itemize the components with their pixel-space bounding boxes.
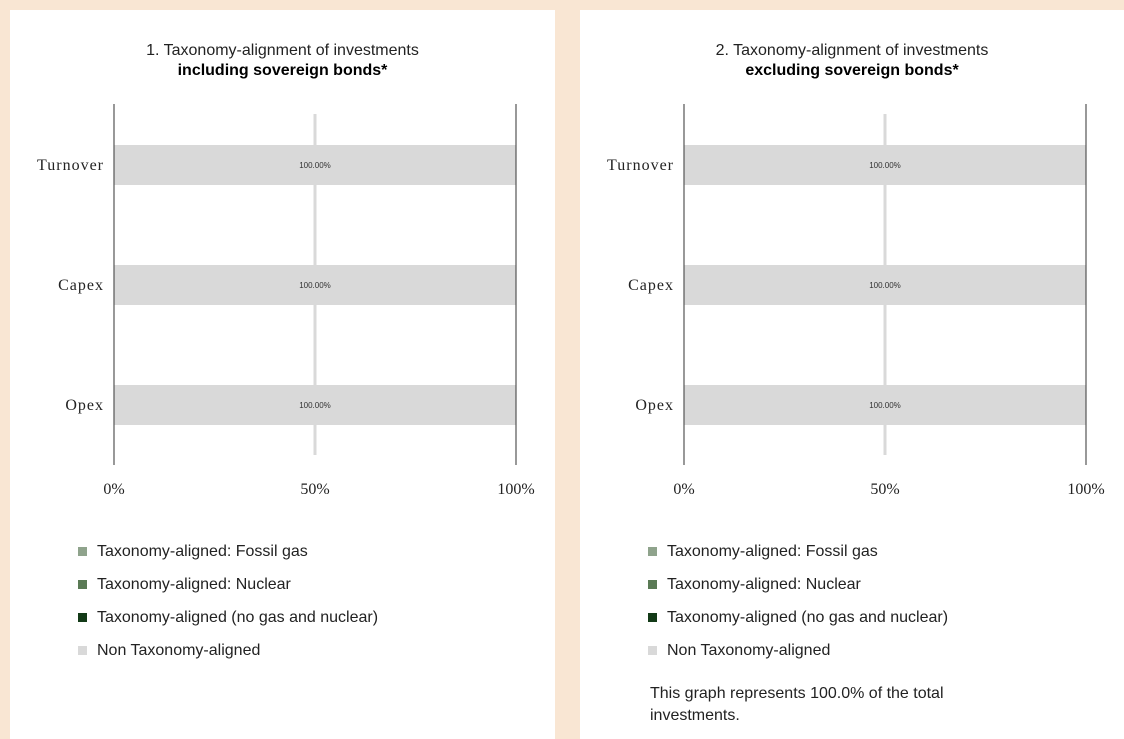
legend-label: Taxonomy-aligned: Fossil gas bbox=[667, 542, 878, 560]
chart-title: 2. Taxonomy-alignment of investments bbox=[715, 42, 989, 59]
legend-swatch-nuclear bbox=[78, 580, 87, 589]
bar-chart-2: 100.00% Turnover 100.00% Capex 100.00% Opex 0%… bbox=[607, 104, 1105, 498]
x-tick-label: 0% bbox=[103, 481, 124, 498]
category-label: Turnover bbox=[37, 157, 104, 174]
x-tick-label: 100% bbox=[497, 481, 534, 498]
legend-label: Taxonomy-aligned: Nuclear bbox=[667, 575, 861, 593]
legend: Taxonomy-aligned: Fossil gas Taxonomy-al… bbox=[78, 535, 378, 667]
legend-label: Taxonomy-aligned (no gas and nuclear) bbox=[667, 608, 949, 626]
data-label: 100.00% bbox=[869, 281, 901, 290]
x-tick-label: 0% bbox=[673, 481, 694, 498]
legend-swatch-non-aligned bbox=[648, 646, 657, 655]
chart-subtitle: including sovereign bonds* bbox=[177, 62, 388, 79]
legend-swatch-non-aligned bbox=[78, 646, 87, 655]
bar-chart-1: 100.00% Turnover 100.00% Capex 100.00% Opex 0%… bbox=[37, 104, 535, 498]
chart-subtitle: excluding sovereign bonds* bbox=[745, 62, 959, 79]
data-label: 100.00% bbox=[299, 161, 331, 170]
x-tick-label: 50% bbox=[300, 481, 329, 498]
legend-item: Non Taxonomy-aligned bbox=[648, 634, 948, 667]
chart-panel-2: 2. Taxonomy-alignment of investments exc… bbox=[580, 10, 1124, 739]
bar-turnover-series-3 bbox=[684, 145, 1086, 185]
legend-item: Taxonomy-aligned (no gas and nuclear) bbox=[78, 601, 378, 634]
x-tick-label: 100% bbox=[1067, 481, 1104, 498]
bar-opex-series-3 bbox=[684, 385, 1086, 425]
legend-swatch-nuclear bbox=[648, 580, 657, 589]
bar-capex-series-3 bbox=[684, 265, 1086, 305]
category-label: Capex bbox=[628, 277, 674, 294]
data-label: 100.00% bbox=[299, 281, 331, 290]
legend-label: Non Taxonomy-aligned bbox=[97, 641, 261, 659]
x-tick-label: 50% bbox=[870, 481, 899, 498]
legend-swatch-fossil-gas bbox=[648, 547, 657, 556]
category-label: Opex bbox=[635, 397, 674, 414]
legend-item: Taxonomy-aligned: Fossil gas bbox=[78, 535, 378, 568]
legend-swatch-aligned bbox=[78, 613, 87, 622]
category-label: Turnover bbox=[607, 157, 674, 174]
category-label: Opex bbox=[65, 397, 104, 414]
bar-opex-series-3 bbox=[114, 385, 516, 425]
legend-label: Non Taxonomy-aligned bbox=[667, 641, 831, 659]
legend-item: Non Taxonomy-aligned bbox=[78, 634, 378, 667]
legend-swatch-aligned bbox=[648, 613, 657, 622]
chart-title: 1. Taxonomy-alignment of investments bbox=[146, 42, 419, 59]
legend-item: Taxonomy-aligned: Nuclear bbox=[78, 568, 378, 601]
legend-item: Taxonomy-aligned (no gas and nuclear) bbox=[648, 601, 948, 634]
data-label: 100.00% bbox=[869, 401, 901, 410]
bar-turnover-series-3 bbox=[114, 145, 516, 185]
bar-capex-series-3 bbox=[114, 265, 516, 305]
coverage-note: This graph represents 100.0% of the tota… bbox=[650, 685, 944, 724]
data-label: 100.00% bbox=[869, 161, 901, 170]
legend-label: Taxonomy-aligned: Nuclear bbox=[97, 575, 291, 593]
legend-item: Taxonomy-aligned: Nuclear bbox=[648, 568, 948, 601]
category-label: Capex bbox=[58, 277, 104, 294]
legend-label: Taxonomy-aligned: Fossil gas bbox=[97, 542, 308, 560]
data-label: 100.00% bbox=[299, 401, 331, 410]
legend-item: Taxonomy-aligned: Fossil gas bbox=[648, 535, 948, 568]
legend-swatch-fossil-gas bbox=[78, 547, 87, 556]
legend: Taxonomy-aligned: Fossil gas Taxonomy-al… bbox=[648, 535, 948, 667]
chart-panel-1: 1. Taxonomy-alignment of investments inc… bbox=[10, 10, 555, 739]
legend-label: Taxonomy-aligned (no gas and nuclear) bbox=[97, 608, 379, 626]
